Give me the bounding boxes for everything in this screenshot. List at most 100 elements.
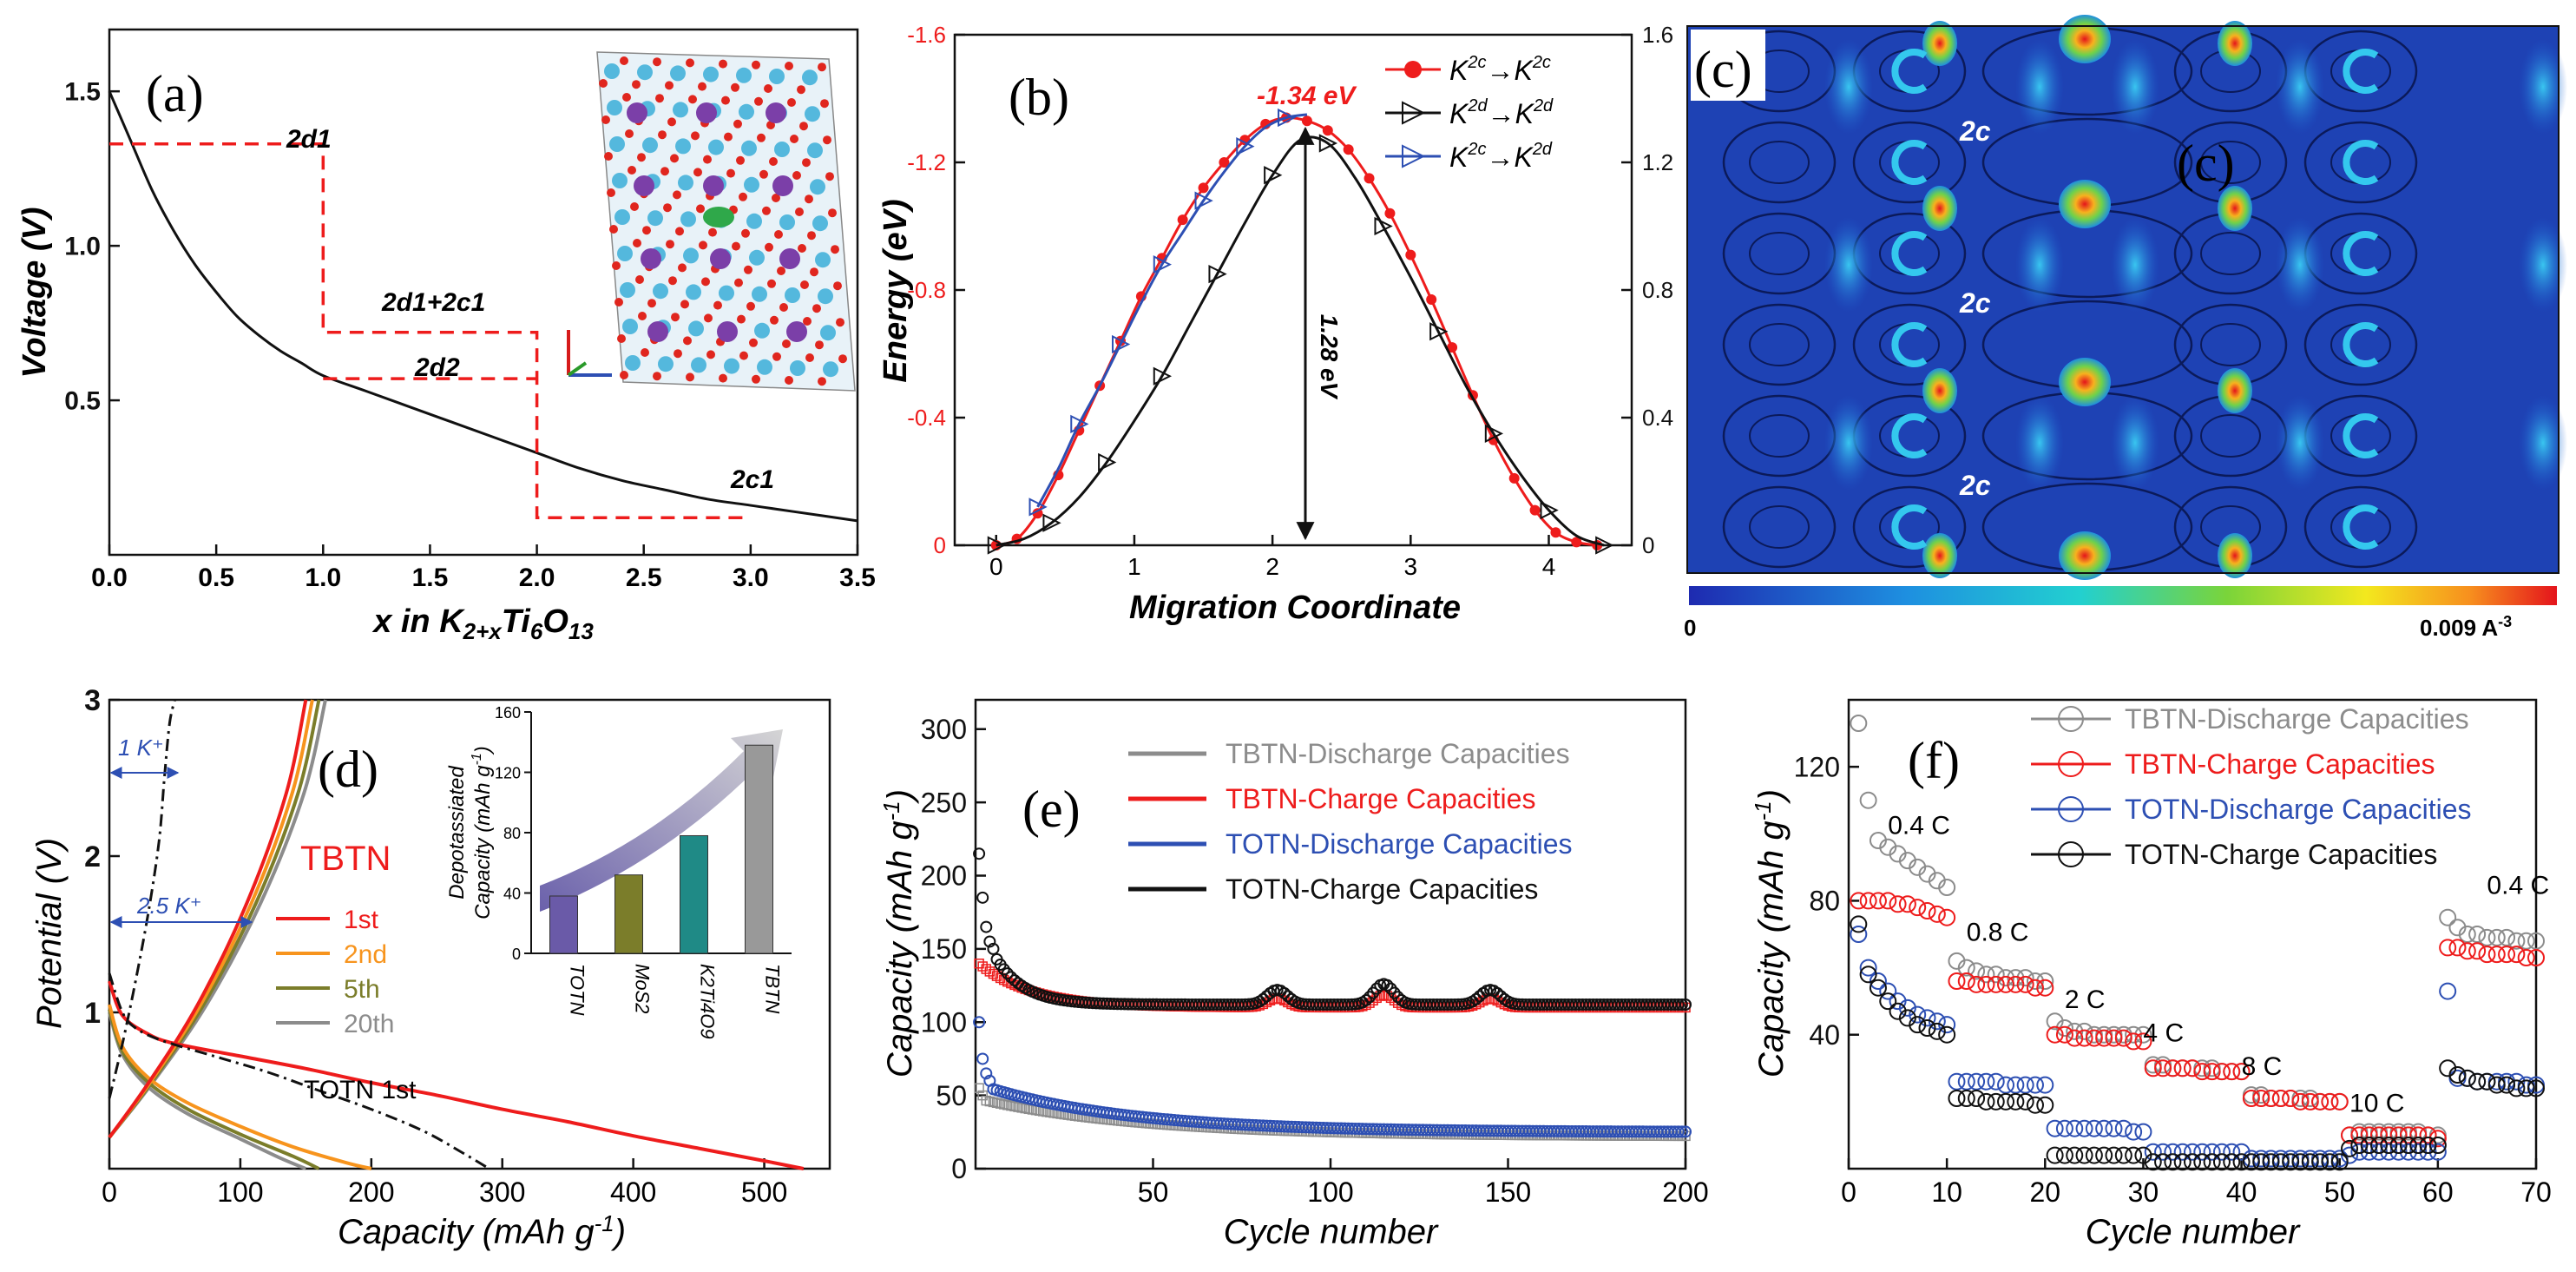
rate-point	[2439, 982, 2457, 1000]
rate-point	[1977, 1072, 1995, 1091]
ti-atom	[719, 285, 734, 301]
rate-point	[2095, 1119, 2113, 1137]
contour	[1749, 414, 1810, 458]
rate-point	[2389, 1137, 2408, 1154]
k-atom	[766, 102, 786, 123]
o-atom	[635, 275, 644, 284]
o-atom	[744, 265, 752, 274]
energy-point	[1219, 157, 1230, 168]
energy-point	[1426, 294, 1437, 306]
rate-point	[1850, 892, 1868, 910]
rate-label: 10 C	[2349, 1089, 2404, 1117]
x-tick-label: 3	[1404, 553, 1418, 580]
ti-atom	[637, 64, 653, 81]
o-atom	[792, 171, 801, 180]
y-tick-label: -0.8	[907, 277, 946, 303]
o-atom	[807, 231, 816, 241]
rate-point	[1909, 1016, 1927, 1034]
rate-point	[2448, 939, 2467, 957]
rate-point	[2301, 1092, 2319, 1111]
panel-b: 0 1 2 3 40-0.4-0.8-1.2-1.600.40.81.21.6 (b) …	[877, 22, 1673, 626]
panel-a-xlabel-main: x in K	[371, 603, 465, 640]
panel-a-xlabel-sub1: 2+x	[463, 618, 503, 644]
rate-point	[2036, 1096, 2054, 1114]
contour	[1749, 232, 1810, 275]
capacity-point	[1679, 1125, 1692, 1138]
inset-bar	[549, 895, 578, 954]
y-tick-label: 1.5	[64, 78, 101, 107]
legend-label: TBTN-Charge Capacities	[2125, 748, 2435, 780]
k-atom	[634, 175, 654, 196]
rate-point	[2252, 1086, 2270, 1104]
o-atom	[686, 372, 694, 382]
legend-label: TOTN-Discharge Capacities	[2125, 794, 2472, 825]
o-atom	[779, 303, 788, 312]
energy-point	[1343, 144, 1354, 155]
o-atom	[625, 129, 634, 138]
y-tick-label: -1.6	[907, 22, 946, 48]
o-atom	[699, 241, 707, 250]
cyan-density	[2015, 395, 2064, 491]
rate-point	[1879, 992, 1897, 1011]
legend-label: 1st	[344, 906, 379, 934]
hot-density	[2059, 15, 2111, 63]
x-tick-label: 200	[348, 1176, 394, 1208]
capacity-point	[1359, 994, 1372, 1007]
x-tick-label: 100	[1307, 1176, 1353, 1208]
c-shape	[1891, 504, 1928, 550]
energy-point	[1529, 504, 1541, 516]
rate-point	[2154, 1143, 2172, 1161]
hot-density	[2059, 358, 2111, 406]
site-label-2c-top: 2c	[1959, 115, 1991, 147]
panel-a-label: (a)	[146, 65, 204, 122]
x-tick-label: 0.0	[91, 564, 128, 592]
rate-point	[2350, 1137, 2369, 1154]
panel-f: 0 10 20 30 40 50 60 70 40 80 120 (f) TBTN-Discharg…	[1750, 698, 2552, 1251]
rate-point	[2330, 1153, 2349, 1171]
y-tick-label: 1.0	[64, 233, 101, 261]
o-atom	[800, 280, 809, 289]
rate-point	[2095, 1029, 2113, 1047]
o-atom	[674, 349, 682, 359]
colorbar-min: 0	[1684, 615, 1696, 641]
hot-density	[2218, 368, 2252, 413]
rate-point	[2184, 1143, 2201, 1161]
energy-point	[1042, 513, 1061, 532]
capacity-point	[1001, 967, 1014, 980]
rate-label: 0.4 C	[1888, 811, 1950, 840]
o-atom	[815, 340, 824, 350]
o-atom	[667, 117, 676, 127]
ti-atom	[790, 360, 805, 376]
contour	[2200, 414, 2261, 458]
rate-point	[2311, 1153, 2330, 1171]
x-tick-label: 150	[1485, 1176, 1531, 1208]
c-shape	[1891, 49, 1928, 94]
ti-atom	[609, 136, 625, 152]
rate-point	[2428, 1137, 2447, 1154]
capacity-point	[988, 1097, 999, 1108]
rate-point	[2125, 1123, 2143, 1141]
o-atom	[797, 85, 805, 95]
contour	[1749, 141, 1810, 184]
rate-point	[2527, 932, 2545, 950]
panel-f-plot	[1850, 715, 2545, 1171]
o-atom	[653, 57, 661, 67]
rate-point	[1977, 966, 1995, 984]
o-atom	[719, 373, 727, 383]
k-atom	[779, 248, 800, 269]
rate-point	[2242, 1090, 2260, 1107]
y-tick-label: -1.2	[907, 149, 946, 175]
o-atom	[803, 317, 812, 326]
energy-point	[1264, 166, 1283, 185]
rate-point	[2007, 1076, 2025, 1094]
rate-point	[2212, 1143, 2231, 1161]
rate-point	[1997, 1076, 2015, 1094]
rate-point	[2203, 1153, 2221, 1171]
panel-d-xlabel: Capacity (mAh g-1)	[338, 1210, 626, 1251]
o-atom	[607, 188, 615, 197]
series-TOTN-Discharge Capacities	[973, 1016, 1692, 1138]
rate-point	[2399, 1126, 2417, 1144]
rate-point	[2114, 1146, 2132, 1164]
o-atom	[708, 227, 717, 237]
trend-arrow	[540, 729, 783, 912]
